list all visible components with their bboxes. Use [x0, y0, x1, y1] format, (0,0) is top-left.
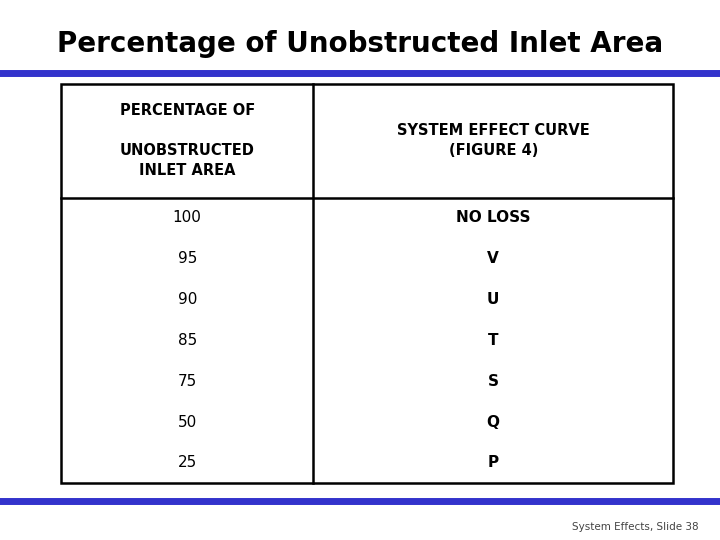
Text: SYSTEM EFFECT CURVE
(FIGURE 4): SYSTEM EFFECT CURVE (FIGURE 4): [397, 123, 590, 158]
Text: 100: 100: [173, 211, 202, 226]
Text: U: U: [487, 292, 500, 307]
Text: V: V: [487, 251, 499, 266]
Text: Q: Q: [487, 415, 500, 430]
Text: NO LOSS: NO LOSS: [456, 211, 531, 226]
Text: 85: 85: [178, 333, 197, 348]
Text: 75: 75: [178, 374, 197, 389]
Text: P: P: [487, 455, 499, 470]
Text: 90: 90: [178, 292, 197, 307]
Text: Percentage of Unobstructed Inlet Area: Percentage of Unobstructed Inlet Area: [57, 30, 663, 58]
Text: T: T: [488, 333, 498, 348]
Text: 50: 50: [178, 415, 197, 430]
Text: System Effects, Slide 38: System Effects, Slide 38: [572, 522, 698, 532]
Text: 95: 95: [178, 251, 197, 266]
Text: PERCENTAGE OF

UNOBSTRUCTED
INLET AREA: PERCENTAGE OF UNOBSTRUCTED INLET AREA: [120, 104, 255, 178]
Text: 25: 25: [178, 455, 197, 470]
Text: S: S: [487, 374, 499, 389]
